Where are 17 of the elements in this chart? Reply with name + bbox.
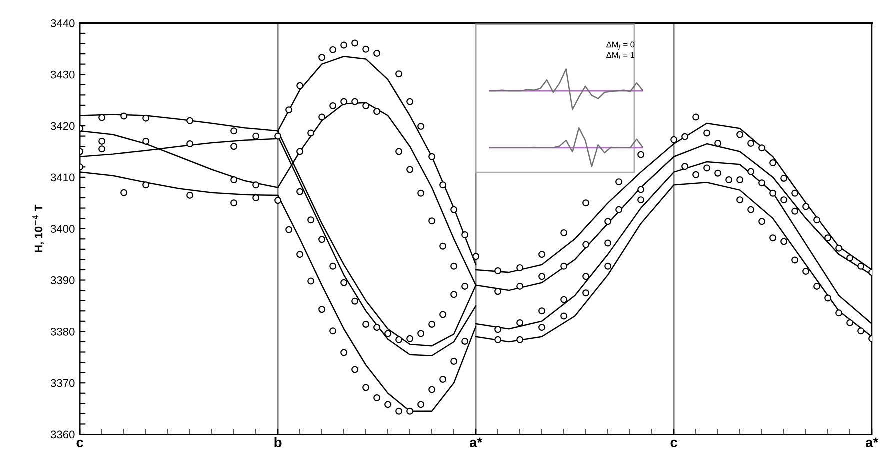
y-tick-label: 3360 xyxy=(50,430,75,439)
y-tick-label: 3390 xyxy=(50,276,75,284)
y-tick-label: 3380 xyxy=(50,328,75,336)
y-tick-label: 3370 xyxy=(50,379,75,388)
x-tick-label: c xyxy=(670,440,678,448)
y-tick-label: 3400 xyxy=(50,225,75,233)
x-tick-label: a* xyxy=(866,438,879,448)
x-tick-label: a* xyxy=(470,438,483,448)
y-tick-label: 3410 xyxy=(50,174,75,182)
y-axis-title: H, 10$^{−4}$ T xyxy=(32,204,44,252)
annotation: ΔM$_{I}$ = 1 xyxy=(606,52,635,60)
x-tick-label: b xyxy=(274,437,282,448)
y-tick-label: 3420 xyxy=(50,122,75,130)
x-tick-label: c xyxy=(76,440,84,448)
y-tick-label: 3440 xyxy=(50,19,75,28)
y-tick-label: 3430 xyxy=(50,70,75,79)
annotation: ΔM$_{J}$ = 0 xyxy=(606,42,635,50)
